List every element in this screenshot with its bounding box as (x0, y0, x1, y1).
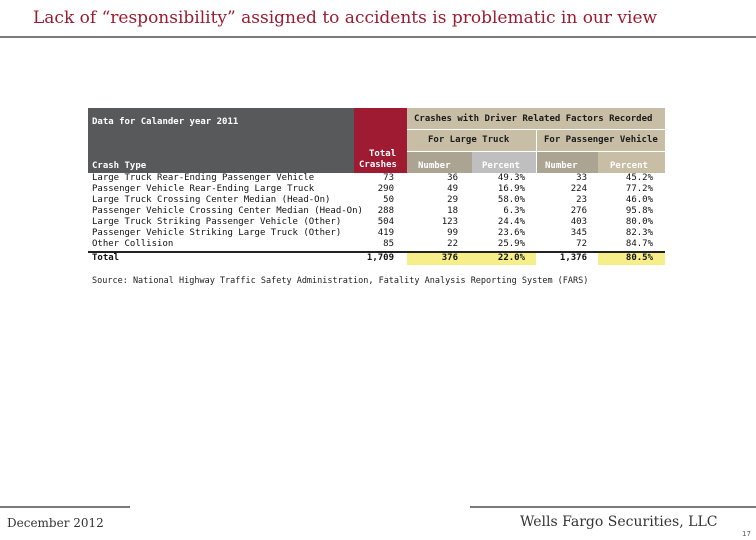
cell-total-crashes: 50 (383, 195, 394, 205)
cell-truck-percent: 24.4% (497, 217, 525, 227)
cell-truck-number: 18 (447, 206, 458, 216)
table-row: Other Collision 85 22 25.9% 72 84.7% (88, 239, 665, 250)
source-note: Source: National Highway Traffic Safety … (92, 276, 589, 286)
col-header-pv-number: Number (545, 161, 578, 171)
footer-divider-right (470, 506, 756, 508)
col-header-crash-type: Crash Type (92, 161, 147, 171)
data-label: Data for Calander year 2011 (92, 117, 239, 127)
footer-date: December 2012 (7, 516, 104, 530)
highlight-pv-percent (598, 253, 665, 265)
table-row: Passenger Vehicle Striking Large Truck (… (88, 228, 665, 239)
cell-truck-percent: 16.9% (497, 184, 525, 194)
cell-truck-number: 22 (447, 239, 458, 249)
cell-pv-percent: 95.8% (625, 206, 653, 216)
cell-pv-number: 224 (570, 184, 587, 194)
header-cell-truck-number (407, 152, 472, 173)
footer-brand: Wells Fargo Securities, LLC (520, 514, 718, 530)
header-cell-truck-percent (472, 152, 536, 173)
cell-pv-percent: 84.7% (625, 239, 653, 249)
cell-crash-type: Passenger Vehicle Rear-Ending Large Truc… (92, 184, 315, 194)
cell-pv-percent: 46.0% (625, 195, 653, 205)
col-header-total-line1: Total (369, 149, 397, 159)
cell-pv-number: 276 (570, 206, 587, 216)
cell-truck-percent: 58.0% (497, 195, 525, 205)
cell-total-crashes: 290 (377, 184, 394, 194)
group-header: Crashes with Driver Related Factors Reco… (414, 114, 653, 124)
table-row: Passenger Vehicle Crossing Center Median… (88, 206, 665, 217)
cell-truck-number: 36 (447, 173, 458, 183)
cell-total-crashes: 419 (377, 228, 394, 238)
total-row: Total 1,709 376 22.0% 1,376 80.5% (88, 253, 665, 264)
cell-crash-type: Total (92, 253, 120, 263)
cell-truck-percent: 23.6% (497, 228, 525, 238)
footer-divider-left (0, 506, 130, 508)
cell-truck-number: 376 (441, 253, 458, 263)
cell-pv-number: 403 (570, 217, 587, 227)
cell-pv-number: 345 (570, 228, 587, 238)
header-block-gray (88, 108, 354, 173)
cell-crash-type: Other Collision (92, 239, 174, 249)
cell-pv-percent: 80.0% (625, 217, 653, 227)
crash-data-table: Data for Calander year 2011 Crashes with… (88, 108, 665, 265)
total-divider (88, 251, 665, 253)
highlight-truck-number (407, 253, 472, 265)
page-number: 17 (742, 530, 751, 538)
cell-total-crashes: 73 (383, 173, 394, 183)
col-header-truck-percent: Percent (482, 161, 520, 171)
title-divider (0, 36, 756, 38)
cell-crash-type: Large Truck Rear-Ending Passenger Vehicl… (92, 173, 315, 183)
cell-truck-percent: 22.0% (497, 253, 525, 263)
header-block-group (407, 108, 665, 130)
cell-truck-percent: 25.9% (497, 239, 525, 249)
cell-crash-type: Large Truck Crossing Center Median (Head… (92, 195, 331, 205)
cell-pv-percent: 77.2% (625, 184, 653, 194)
cell-pv-number: 33 (576, 173, 587, 183)
sub-header-passenger: For Passenger Vehicle (544, 135, 658, 145)
cell-truck-number: 123 (441, 217, 458, 227)
sub-header-truck: For Large Truck (428, 135, 510, 145)
cell-truck-percent: 49.3% (497, 173, 525, 183)
cell-pv-number: 1,376 (559, 253, 587, 263)
cell-total-crashes: 504 (377, 217, 394, 227)
cell-pv-percent: 80.5% (625, 253, 653, 263)
page-title: Lack of “responsibility” assigned to acc… (33, 8, 658, 28)
table-row: Large Truck Rear-Ending Passenger Vehicl… (88, 173, 665, 184)
cell-truck-number: 99 (447, 228, 458, 238)
cell-pv-number: 72 (576, 239, 587, 249)
cell-pv-number: 23 (576, 195, 587, 205)
table-row: Passenger Vehicle Rear-Ending Large Truc… (88, 184, 665, 195)
cell-crash-type: Passenger Vehicle Crossing Center Median… (92, 206, 363, 216)
cell-total-crashes: 1,709 (366, 253, 394, 263)
col-header-total-line2: Crashes (359, 160, 397, 170)
cell-crash-type: Large Truck Striking Passenger Vehicle (… (92, 217, 342, 227)
cell-truck-percent: 6.3% (503, 206, 525, 216)
table-row: Large Truck Crossing Center Median (Head… (88, 195, 665, 206)
cell-crash-type: Passenger Vehicle Striking Large Truck (… (92, 228, 342, 238)
cell-truck-number: 49 (447, 184, 458, 194)
cell-total-crashes: 85 (383, 239, 394, 249)
col-header-truck-number: Number (418, 161, 451, 171)
header-divider-vertical (536, 130, 537, 173)
table-row: Large Truck Striking Passenger Vehicle (… (88, 217, 665, 228)
header-divider (407, 129, 665, 130)
cell-truck-number: 29 (447, 195, 458, 205)
highlight-truck-percent (472, 253, 536, 265)
col-header-pv-percent: Percent (610, 161, 648, 171)
header-cell-pv-percent (598, 152, 665, 173)
header-block-total (354, 108, 407, 173)
cell-pv-percent: 82.3% (625, 228, 653, 238)
header-cell-pv-number (536, 152, 598, 173)
cell-total-crashes: 288 (377, 206, 394, 216)
cell-pv-percent: 45.2% (625, 173, 653, 183)
